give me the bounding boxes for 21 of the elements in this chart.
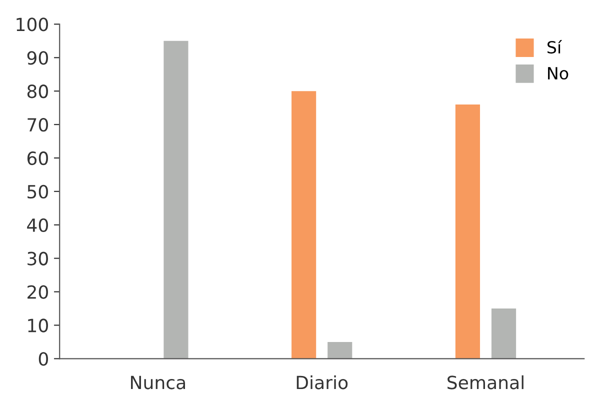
y-tick-label: 80 [27, 84, 48, 98]
y-tick-label: 90 [27, 51, 48, 65]
bar [455, 104, 480, 359]
y-tick-label: 40 [27, 218, 48, 232]
legend-label: No [548, 67, 568, 80]
y-tick-label: 70 [28, 118, 48, 132]
x-tick-label: Semanal [448, 375, 524, 390]
x-tick-label: Nunca [131, 376, 185, 390]
y-tick-label: 30 [28, 252, 48, 266]
x-tick-label: Diario [296, 375, 348, 390]
y-tick-label: 0 [38, 352, 48, 366]
y-tick-label: 100 [16, 18, 48, 32]
y-tick-label: 60 [27, 151, 48, 166]
bar [328, 342, 352, 359]
bar [292, 91, 316, 359]
y-tick-label: 50 [28, 184, 48, 199]
y-tick-label: 10 [28, 318, 48, 332]
bar [491, 308, 516, 359]
y-tick-label: 20 [28, 285, 48, 299]
legend-label: Sí [548, 40, 562, 54]
bar [164, 40, 188, 359]
